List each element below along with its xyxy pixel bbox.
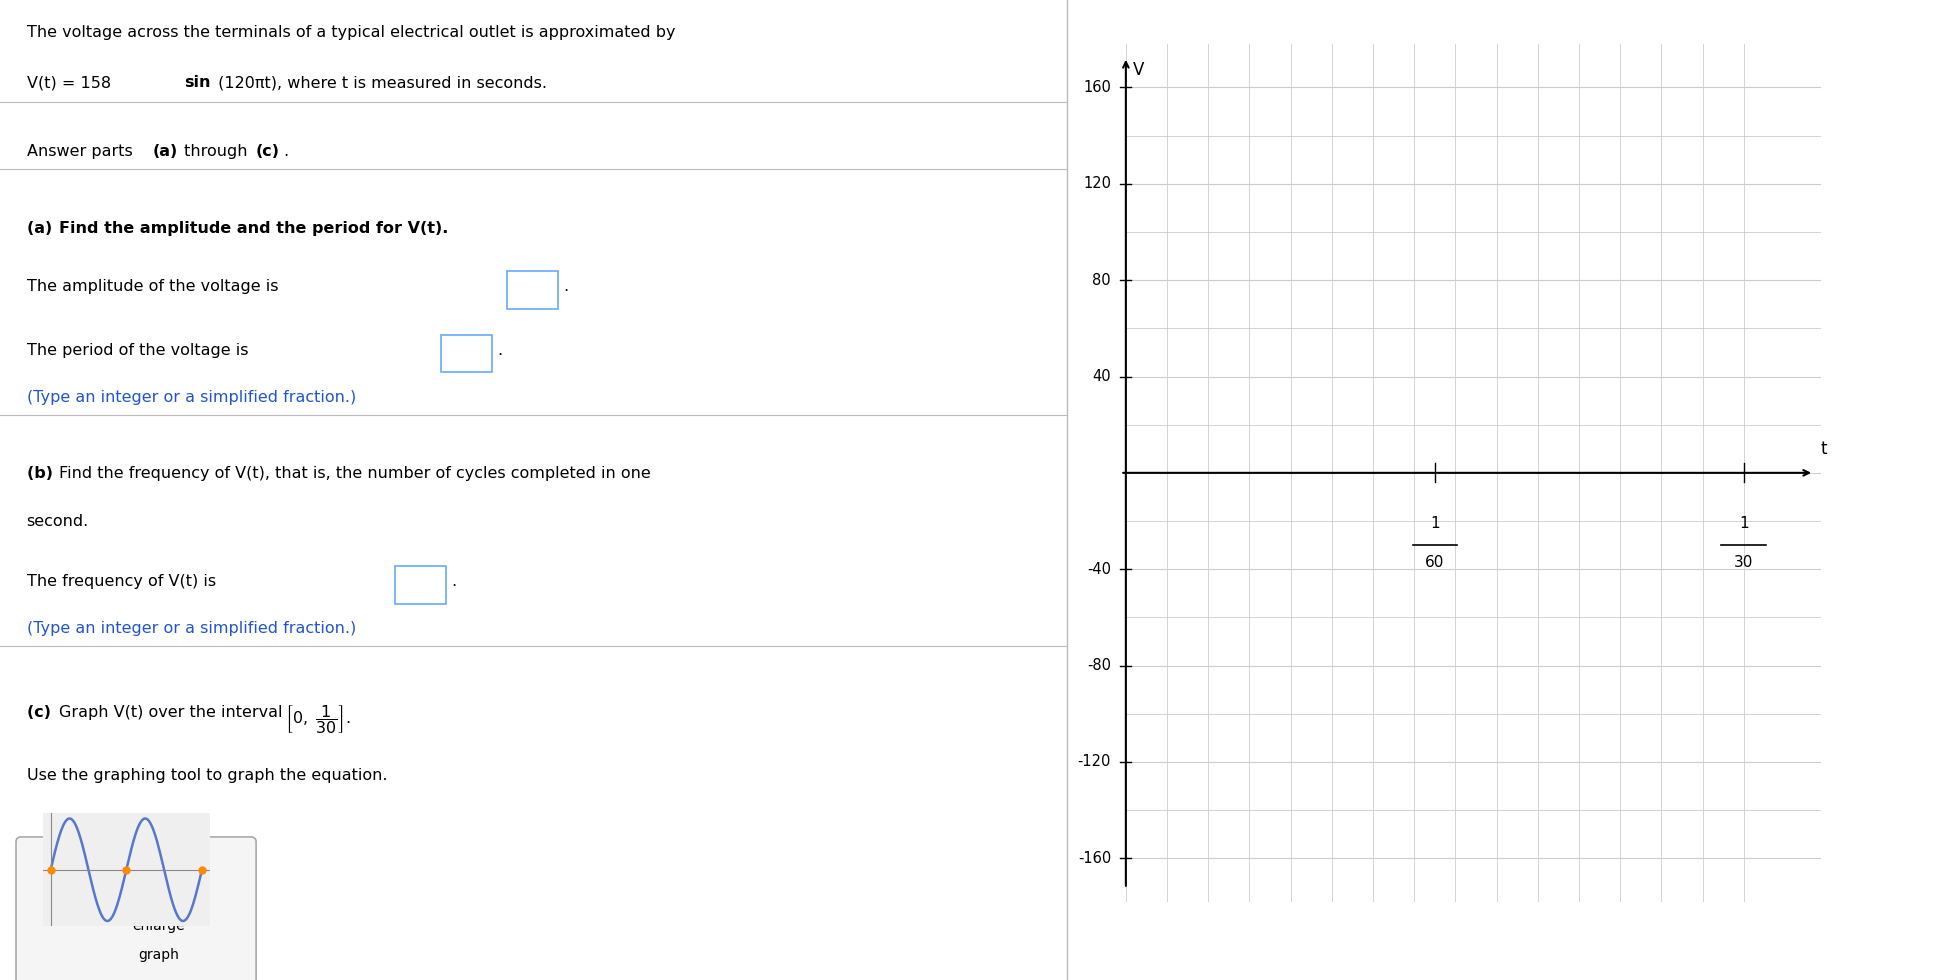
Text: Click to: Click to [133, 887, 184, 902]
Text: The frequency of V(t) is: The frequency of V(t) is [27, 574, 215, 589]
Text: enlarge: enlarge [133, 918, 186, 933]
Text: Use the graphing tool to graph the equation.: Use the graphing tool to graph the equat… [27, 768, 387, 783]
Text: -80: -80 [1086, 658, 1110, 673]
Text: $\left[0,\ \dfrac{1}{30}\right]$.: $\left[0,\ \dfrac{1}{30}\right]$. [286, 703, 350, 736]
Text: (Type an integer or a simplified fraction.): (Type an integer or a simplified fractio… [27, 390, 356, 405]
Text: second.: second. [27, 514, 88, 528]
Text: V: V [1133, 61, 1145, 79]
FancyBboxPatch shape [395, 566, 446, 604]
Text: 160: 160 [1082, 80, 1110, 95]
Text: Find the frequency of V(t), that is, the number of cycles completed in one: Find the frequency of V(t), that is, the… [59, 466, 650, 481]
FancyBboxPatch shape [507, 271, 558, 309]
Text: 120: 120 [1082, 176, 1110, 191]
Text: sin: sin [184, 75, 211, 90]
Text: The amplitude of the voltage is: The amplitude of the voltage is [27, 279, 278, 294]
Text: (120πt), where t is measured in seconds.: (120πt), where t is measured in seconds. [213, 75, 548, 90]
Text: 40: 40 [1092, 369, 1110, 384]
FancyBboxPatch shape [16, 837, 256, 980]
Text: 1: 1 [1429, 516, 1438, 531]
Text: (b): (b) [27, 466, 59, 481]
Text: The period of the voltage is: The period of the voltage is [27, 343, 249, 358]
Text: (c): (c) [256, 144, 280, 159]
Text: V(t) = 158: V(t) = 158 [27, 75, 115, 90]
Text: (Type an integer or a simplified fraction.): (Type an integer or a simplified fractio… [27, 621, 356, 636]
Text: (a): (a) [153, 144, 178, 159]
Text: Answer parts: Answer parts [27, 144, 137, 159]
Text: -160: -160 [1076, 851, 1110, 865]
Text: .: . [282, 144, 288, 159]
Text: 1: 1 [1738, 516, 1748, 531]
FancyBboxPatch shape [440, 335, 491, 372]
Text: .: . [564, 279, 568, 294]
Text: -120: -120 [1076, 755, 1110, 769]
Text: Graph V(t) over the interval: Graph V(t) over the interval [59, 705, 282, 719]
Text: graph: graph [139, 949, 180, 962]
Text: 80: 80 [1092, 272, 1110, 288]
Text: through: through [180, 144, 252, 159]
Text: .: . [497, 343, 503, 358]
Text: .: . [452, 574, 456, 589]
Text: -40: -40 [1086, 562, 1110, 576]
Text: Find the amplitude and the period for V(t).: Find the amplitude and the period for V(… [59, 220, 448, 235]
Text: 30: 30 [1734, 555, 1753, 569]
Text: (a): (a) [27, 220, 57, 235]
Text: The voltage across the terminals of a typical electrical outlet is approximated : The voltage across the terminals of a ty… [27, 24, 675, 39]
Text: (c): (c) [27, 705, 57, 719]
Text: 60: 60 [1425, 555, 1444, 569]
Text: t: t [1820, 440, 1826, 459]
